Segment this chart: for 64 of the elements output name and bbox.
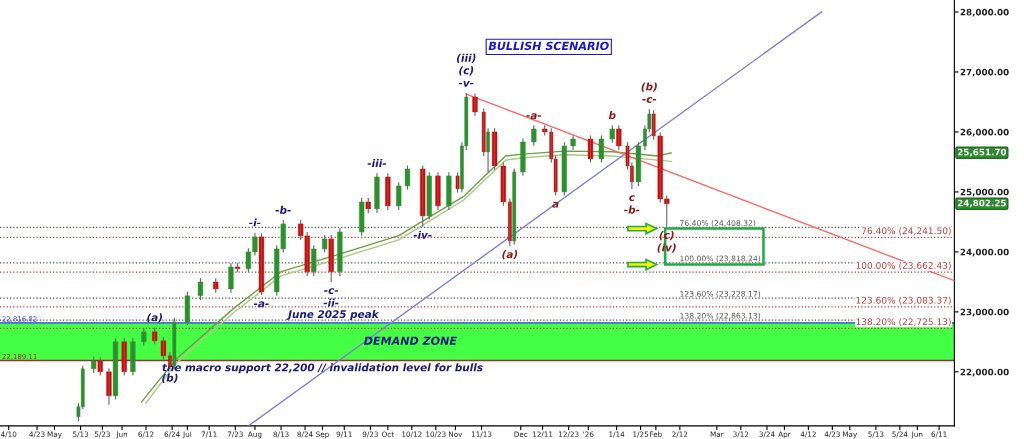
annotation: (a) — [147, 313, 163, 323]
ref-line-label: 76.40% (24,241.50) — [861, 227, 951, 236]
annotation: (b) — [162, 373, 178, 383]
annotation: (iii) — [456, 53, 476, 63]
candlestick — [404, 164, 411, 191]
candlestick — [328, 234, 334, 283]
candlestick — [234, 262, 241, 273]
y-tick-label: 27,000.00 — [960, 68, 1009, 77]
candlestick — [112, 337, 119, 400]
candlestick — [258, 232, 265, 296]
candlestick — [359, 197, 365, 237]
candlestick — [616, 124, 622, 151]
candlestick — [598, 134, 604, 164]
candlestick — [184, 291, 190, 326]
text: 25,651.70 — [957, 148, 1007, 157]
annotation: -c- — [324, 288, 339, 295]
candlestick — [587, 134, 594, 164]
candlestick — [512, 167, 517, 246]
y-tick-label: 28,000.00 — [960, 8, 1009, 17]
annotation: -v- — [458, 80, 474, 87]
annotation: -a- — [253, 301, 269, 308]
candlestick — [635, 141, 642, 187]
candlestick — [420, 164, 426, 228]
candlestick — [500, 161, 506, 207]
y-tick-label: 24,000.00 — [960, 248, 1009, 257]
candlestick — [97, 356, 103, 377]
annotation: (a) — [502, 250, 518, 260]
candlestick — [197, 277, 204, 301]
candlestick — [385, 172, 391, 211]
annotation: -a- — [526, 113, 542, 120]
annotation: -b- — [624, 205, 640, 214]
candlestick — [213, 277, 219, 294]
y-tick-label: 23,000.00 — [960, 308, 1009, 317]
annotation: -ii- — [323, 298, 339, 307]
ref-line-label: 123.60% (23,083.37) — [856, 296, 951, 305]
candlestick — [311, 244, 317, 277]
annotation: DEMAND ZONE — [363, 336, 457, 345]
y-tick-label: 22,000.00 — [960, 368, 1009, 377]
annotation: June 2025 peak — [286, 310, 380, 321]
candlestick — [609, 124, 615, 144]
candlestick — [531, 124, 537, 147]
candlestick — [570, 134, 576, 151]
candlestick — [561, 141, 567, 197]
annotation: b — [608, 111, 616, 120]
annotation: -iii- — [367, 159, 387, 167]
annotation: -b- — [275, 205, 291, 214]
candlestick — [396, 181, 402, 211]
annotation: -i- — [249, 218, 261, 227]
annotation: -iv- — [413, 230, 432, 239]
text: 24,802.25 — [957, 199, 1006, 208]
y-tick-label: 25,000.00 — [960, 188, 1009, 197]
candlestick — [492, 127, 498, 171]
candlestick — [121, 337, 127, 377]
annotation: a — [552, 201, 559, 208]
y-tick-label: 26,000.00 — [960, 128, 1009, 137]
annotation: c — [629, 195, 635, 202]
candlestick — [426, 171, 432, 221]
annotation: (c) — [459, 66, 474, 76]
annotation: -c- — [642, 96, 657, 103]
candlestick — [160, 336, 167, 361]
annotation: (b) — [641, 82, 657, 92]
ref-line-label: 138.20% (22,725.13) — [856, 318, 951, 327]
ref-line-label: 100.00% (23,662.43) — [856, 261, 951, 270]
text: BULLISH SCENARIO — [488, 41, 609, 51]
